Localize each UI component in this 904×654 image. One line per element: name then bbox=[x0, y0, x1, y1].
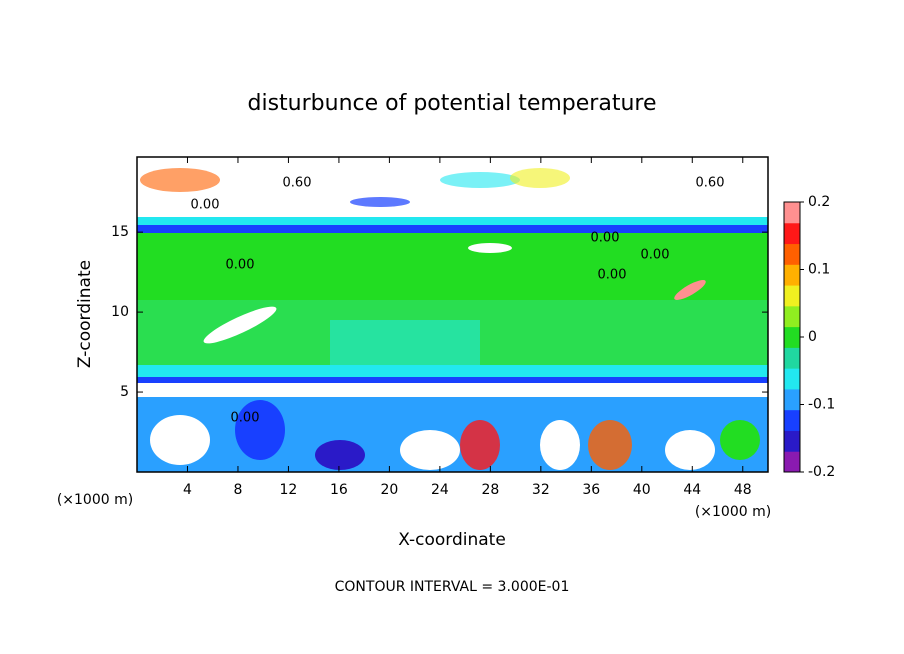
contour-label: 0.00 bbox=[598, 268, 627, 283]
footer: CONTOUR INTERVAL = 3.000E-01 bbox=[335, 579, 570, 595]
x-tick-label: 32 bbox=[532, 482, 550, 498]
y-tick-label: 10 bbox=[111, 304, 129, 320]
x-unit-label: (×1000 m) bbox=[695, 504, 771, 520]
colorbar-segment bbox=[784, 430, 800, 452]
colorbar-tick-label: 0.2 bbox=[808, 194, 830, 210]
colorbar-segment bbox=[784, 222, 800, 245]
colorbar-segment bbox=[784, 409, 800, 431]
colorbar-segment bbox=[784, 305, 800, 328]
colorbar-tick-label: 0 bbox=[808, 329, 817, 345]
x-axis-label: X-coordinate bbox=[398, 530, 506, 550]
colorbar-segment bbox=[784, 243, 800, 265]
colorbar-segment bbox=[784, 285, 800, 307]
colorbar-segment bbox=[784, 202, 800, 224]
x-tick-label: 48 bbox=[734, 482, 752, 498]
x-tick-label: 8 bbox=[233, 482, 242, 498]
contour-label: 0.00 bbox=[231, 411, 260, 426]
colorbar-tick-label: 0.1 bbox=[808, 262, 830, 278]
x-tick-label: 24 bbox=[431, 482, 449, 498]
x-tick-label: 28 bbox=[481, 482, 499, 498]
y-tick-label: 5 bbox=[120, 384, 129, 400]
x-tick-label: 16 bbox=[330, 482, 348, 498]
colorbar-segment bbox=[784, 264, 800, 286]
colorbar-segment bbox=[784, 326, 800, 348]
x-tick-label: 36 bbox=[582, 482, 600, 498]
x-tick-label: 4 bbox=[183, 482, 192, 498]
field bbox=[137, 157, 768, 472]
colorbar-segment bbox=[784, 368, 800, 390]
colorbar-tick-label: -0.2 bbox=[808, 464, 835, 480]
chart-title: disturbunce of potential temperature bbox=[248, 91, 657, 116]
x-tick-label: 20 bbox=[380, 482, 398, 498]
plot-frame bbox=[136, 156, 769, 473]
contour-label: 0.00 bbox=[641, 248, 670, 263]
contour-label: 0.60 bbox=[283, 176, 312, 191]
x-tick-label: 40 bbox=[633, 482, 651, 498]
x-tick-label: 44 bbox=[683, 482, 701, 498]
colorbar-segment bbox=[784, 347, 800, 369]
colorbar-segment bbox=[784, 451, 800, 473]
contour-label: 0.00 bbox=[191, 198, 220, 213]
x-unit-label: (×1000 m) bbox=[57, 492, 133, 508]
x-tick-label: 12 bbox=[280, 482, 298, 498]
contour-label: 0.00 bbox=[591, 231, 620, 246]
y-axis-label: Z-coordinate bbox=[75, 260, 95, 368]
contour-label: 0.60 bbox=[696, 176, 725, 191]
y-tick-label: 15 bbox=[111, 224, 129, 240]
colorbar-tick-label: -0.1 bbox=[808, 397, 835, 413]
contour-label: 0.00 bbox=[226, 258, 255, 273]
colorbar-segment bbox=[784, 388, 800, 411]
